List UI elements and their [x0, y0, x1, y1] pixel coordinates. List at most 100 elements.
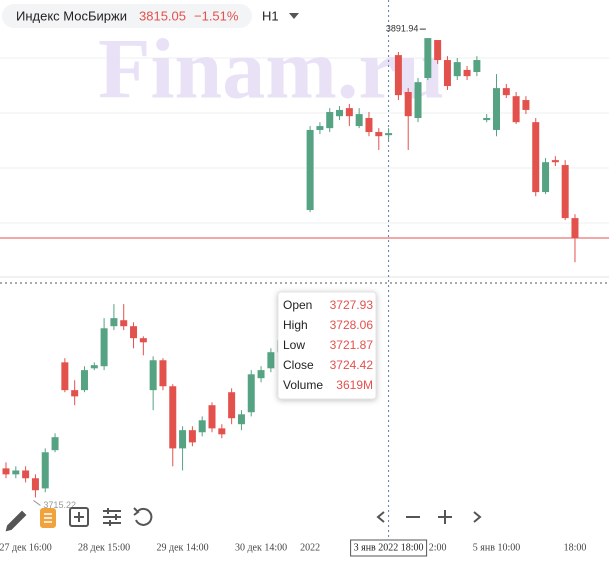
candle-body [512, 96, 520, 123]
x-tick-label: 29 дек 14:00 [156, 542, 208, 553]
candle-body [385, 133, 393, 136]
candle-body [257, 370, 265, 379]
candle-body [159, 360, 167, 387]
price-change: −1.51% [194, 8, 239, 23]
tooltip-label: High [283, 318, 308, 332]
candle-body [316, 126, 324, 130]
min-label: 3715.22 [43, 500, 76, 510]
candle-body [100, 328, 108, 367]
instrument-title: Индекс МосБиржи [16, 8, 127, 23]
toolbar [5, 507, 482, 532]
header-box [2, 4, 252, 28]
candle-body [542, 162, 550, 193]
x-tick-label: 18:00 [564, 542, 587, 553]
candle-body [443, 60, 451, 87]
timeframe-dropdown[interactable] [289, 13, 299, 19]
max-label: 3891.94 [386, 23, 419, 33]
candles: 3891.94 3715.22 [2, 0, 579, 537]
settings-tool[interactable] [103, 510, 121, 524]
candle-body [130, 326, 138, 339]
watermark: Finam.ru [98, 21, 444, 117]
candle-body [375, 132, 383, 137]
candle-body [336, 109, 344, 117]
x-tick-label: 28 дек 15:00 [78, 542, 130, 553]
x-tick-label: 2:00 [429, 542, 447, 553]
tooltip: Open 3727.93 High 3728.06 Low 3721.87 Close 372… [277, 291, 377, 400]
zoom-in[interactable] [438, 510, 452, 524]
candle-body [522, 100, 530, 110]
candle-body [208, 405, 216, 429]
candle-body [80, 370, 88, 391]
candle-body [218, 428, 226, 435]
crosshair-x-label: 3 янв 2022 18:00 [354, 542, 424, 553]
candle-body [90, 365, 98, 369]
tooltip-value: 3727.93 [330, 298, 374, 312]
candle-body [414, 82, 422, 119]
candle-body [169, 386, 177, 449]
pencil-tool[interactable] [5, 510, 27, 532]
candle-body [22, 470, 30, 479]
scroll-right[interactable] [473, 511, 482, 523]
candle-body [345, 108, 353, 117]
candle-body [120, 320, 128, 327]
candle-body [188, 430, 196, 443]
candle-body [237, 414, 245, 425]
crosshair-x-label-box [350, 539, 428, 557]
x-tick-label: 2022 [300, 542, 320, 553]
last-price: 3815.05 [139, 8, 186, 23]
candle-body [41, 452, 49, 489]
add-indicator[interactable] [69, 507, 89, 527]
candle-body [326, 112, 334, 129]
candle-body [483, 118, 491, 121]
candle-body [51, 437, 59, 451]
candle-body [532, 122, 540, 193]
grid [0, 57, 609, 278]
candle-body [228, 392, 236, 419]
scroll-left[interactable] [376, 511, 385, 523]
candle-body [561, 165, 569, 219]
tooltip-value: 3728.06 [330, 318, 374, 332]
tooltip-label: Close [283, 358, 314, 372]
tooltip-value: 3721.87 [330, 338, 374, 352]
candle-body [110, 318, 118, 327]
x-tick-label: 30 дек 14:00 [235, 542, 287, 553]
candle-body [453, 62, 461, 77]
candle-body [434, 40, 442, 61]
tooltip-value: 3619M [336, 378, 373, 392]
candle-body [365, 118, 373, 133]
candle-body [355, 114, 363, 127]
candle-body [404, 92, 412, 117]
tooltip-label: Volume [283, 378, 323, 392]
x-tick-label: 27 дек 16:00 [0, 542, 52, 553]
candle-body [571, 218, 579, 238]
candle-body [267, 352, 275, 369]
candle-body [12, 470, 20, 475]
candle-body [551, 160, 559, 163]
candle-body [198, 420, 206, 433]
candle-body [31, 478, 39, 491]
candle-body [502, 88, 510, 96]
candle-body [149, 360, 157, 391]
candle-body [179, 430, 187, 449]
min-arrow [33, 500, 41, 506]
candle-body [306, 129, 314, 211]
tooltip-box [277, 291, 377, 400]
candle-body [463, 69, 471, 77]
candle-body [473, 60, 481, 72]
tooltip-value: 3724.42 [330, 358, 374, 372]
reset-tool[interactable] [133, 507, 153, 526]
timeframe[interactable]: H1 [262, 8, 279, 23]
x-axis-band [0, 537, 609, 567]
candle-body [394, 55, 402, 96]
candle-body [71, 390, 79, 397]
candle-body [2, 468, 10, 475]
candle-body [61, 362, 69, 391]
candle-body [424, 38, 432, 78]
candle-body [139, 338, 147, 343]
tooltip-label: Low [283, 338, 305, 352]
candle-body [493, 88, 500, 130]
tooltip-label: Open [283, 298, 312, 312]
x-tick-label: 5 янв 10:00 [473, 542, 520, 553]
